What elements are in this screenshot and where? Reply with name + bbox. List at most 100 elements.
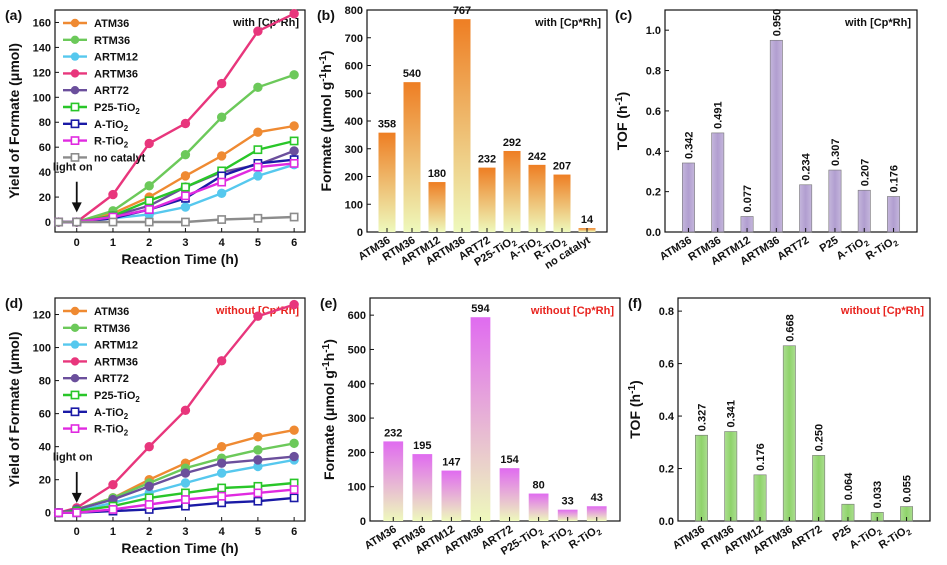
text-span: ARTM12 [94,52,138,64]
panel-0: (a) with [Cp*Rh]020406080100120140160Yiel… [5,7,306,267]
light-on-label: light on [53,452,93,464]
data-point [289,9,299,19]
data-point [253,26,263,36]
text-span: P25- [94,390,118,402]
panel-annotation: without [Cp*Rh] [215,305,299,317]
y-tick-label: 500 [345,88,363,100]
bar-data-label: 0.307 [830,139,842,167]
legend-label-6: A-TiO2 [94,407,129,421]
data-point [108,505,118,514]
text-span: TOF (h [627,394,643,439]
bar-1 [711,132,725,233]
y-tick-label: 300 [345,144,363,156]
y-tick-label: 120 [33,67,51,79]
x-tick-label: 0 [74,526,80,538]
bar-data-label: 14 [581,214,594,226]
legend-label-8: no catalyt [94,152,146,164]
data-point [253,488,263,498]
y-tick-label: 0 [360,516,366,528]
bar-data-label: 0.250 [814,424,826,452]
data-point [216,151,227,161]
y-axis-title: TOF (h-1) [614,92,630,150]
y-tick-label: 40 [39,442,51,454]
text-span: TOF (h [614,105,630,150]
bar-data-label: 0.176 [755,443,767,471]
panel-letter: (c) [615,7,632,23]
text-span: A- [94,407,106,419]
text-span: 2 [124,412,129,421]
x-category-label-7: R-TiO2 [877,523,914,553]
data-point [180,468,191,478]
y-tick-label: 400 [348,379,366,391]
legend-marker [70,119,80,129]
panel-letter: (a) [5,7,22,23]
x-tick-label: 2 [146,237,152,249]
bar-data-label: 207 [553,161,571,173]
data-point [180,478,191,488]
text-span: A- [94,119,106,131]
legend-marker [70,52,80,61]
text-span: h [321,353,337,362]
bar-4 [478,167,496,232]
light-on-arrowhead [71,492,82,503]
legend-marker [70,374,80,383]
y-tick-label: 0.4 [659,411,675,423]
data-point [216,112,227,122]
data-point [289,299,299,310]
text-span: 2 [875,527,884,537]
data-point [54,217,64,227]
series-line-7 [58,488,295,514]
y-axis-title: Yield of Formate (μmol) [6,332,22,488]
text-span: 2 [135,395,140,404]
bar-6 [857,189,871,233]
text-span: ARTM12 [94,340,138,352]
data-point [72,508,82,518]
bar-3 [453,19,471,232]
text-span: 2 [566,527,575,537]
panel-annotation: without [Cp*Rh] [530,305,614,317]
text-span: h [318,64,334,73]
text-span: ART72 [94,373,129,385]
x-category-label-6: A-TiO2 [538,523,575,553]
data-point [54,508,64,518]
text-span: ) [321,339,337,344]
data-point [253,311,263,321]
bar-data-label: 0.055 [902,475,914,503]
bar-4 [799,184,813,233]
bar-5 [503,150,521,232]
bar-4 [812,455,826,522]
y-tick-label: 100 [33,92,51,104]
bar-0 [694,434,708,522]
data-point [216,188,227,199]
data-point [217,491,227,501]
y-axis-title: Yield of Formate (μmol) [6,43,22,199]
text-span: ATM36 [94,18,129,30]
data-point [216,78,227,89]
bar-data-label: 594 [471,303,490,315]
text-span: TiO [106,407,125,419]
bar-data-label: 0.234 [801,152,813,180]
y-axis-title: Formate (μmol g-1h-1) [321,339,337,480]
bar-data-label: 43 [591,492,603,504]
data-point [144,138,154,149]
text-span: ) [627,380,643,385]
legend-marker [70,86,80,95]
y-tick-label: 20 [39,192,51,204]
text-span: P25- [94,102,118,114]
y-tick-label: 700 [345,33,363,45]
bar-data-label: 0.327 [696,404,708,432]
y-tick-label: 80 [39,117,51,129]
y-tick-label: 0.2 [646,187,661,199]
y-axis-title: TOF (h-1) [627,380,643,438]
y-tick-label: 300 [348,413,366,425]
x-tick-label: 1 [110,526,116,538]
bar-7 [553,174,571,232]
x-tick-label: 4 [219,237,226,249]
data-point [289,146,299,156]
light-on-arrowhead [71,202,82,213]
bar-2 [428,182,446,232]
legend-label-1: RTM36 [94,323,130,335]
x-tick-label: 1 [110,237,116,249]
